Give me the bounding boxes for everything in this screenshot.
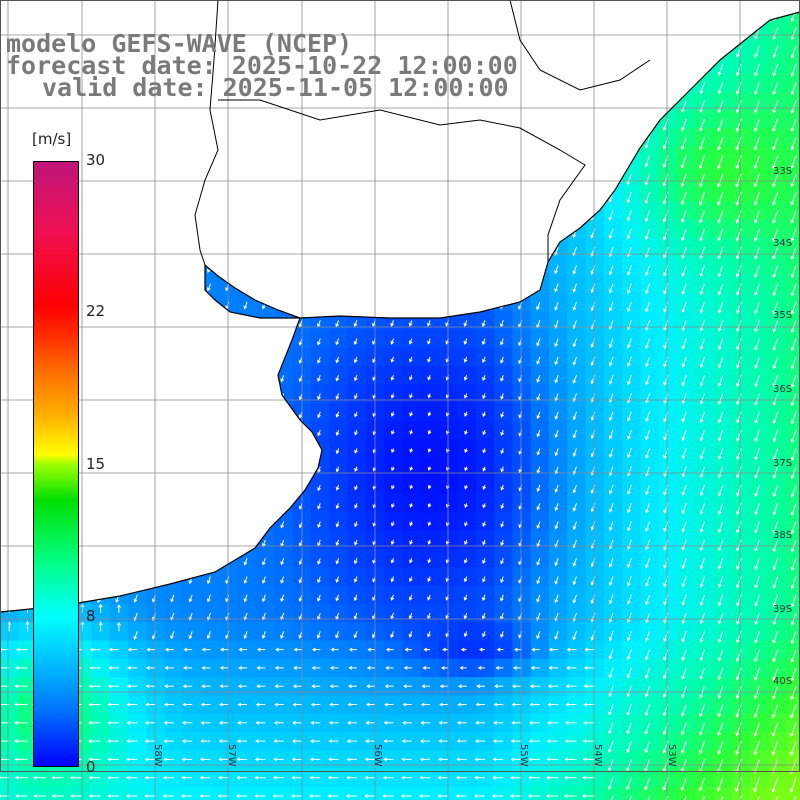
- colorbar-label-0: 0: [86, 758, 96, 776]
- coastline: [0, 11, 800, 613]
- lat-label: 38S: [773, 530, 793, 541]
- lat-label: 37S: [773, 458, 793, 469]
- colorbar-label-22: 22: [86, 302, 106, 320]
- forecast-date: forecast date: 2025-10-22 12:00:00: [6, 51, 518, 80]
- north-border: [509, 0, 651, 91]
- lon-label: 56W: [372, 744, 383, 767]
- colorbar-label-15: 15: [86, 455, 106, 473]
- uruguay-border: [194, 0, 219, 266]
- uruguay-brazil-border: [218, 99, 586, 262]
- lon-label: 55W: [518, 744, 529, 767]
- colorbar-unit: [m/s]: [32, 130, 72, 148]
- lat-label: 33S: [773, 166, 793, 177]
- lat-label: 36S: [773, 384, 793, 395]
- model-title: modelo GEFS-WAVE (NCEP): [6, 29, 353, 58]
- colorbar: [33, 161, 79, 767]
- lat-label: 34S: [773, 238, 793, 249]
- lon-label: 58W: [152, 744, 163, 767]
- lon-label: 53W: [666, 744, 677, 767]
- lat-label: 39S: [773, 604, 793, 615]
- lat-label: 35S: [773, 310, 793, 321]
- lat-label: 40S: [773, 676, 793, 687]
- colorbar-label-8: 8: [86, 607, 96, 625]
- valid-date: valid date: 2025-11-05 12:00:00: [42, 73, 509, 102]
- lon-label: 57W: [226, 744, 237, 767]
- lon-label: 54W: [592, 744, 603, 767]
- colorbar-label-30: 30: [86, 151, 106, 169]
